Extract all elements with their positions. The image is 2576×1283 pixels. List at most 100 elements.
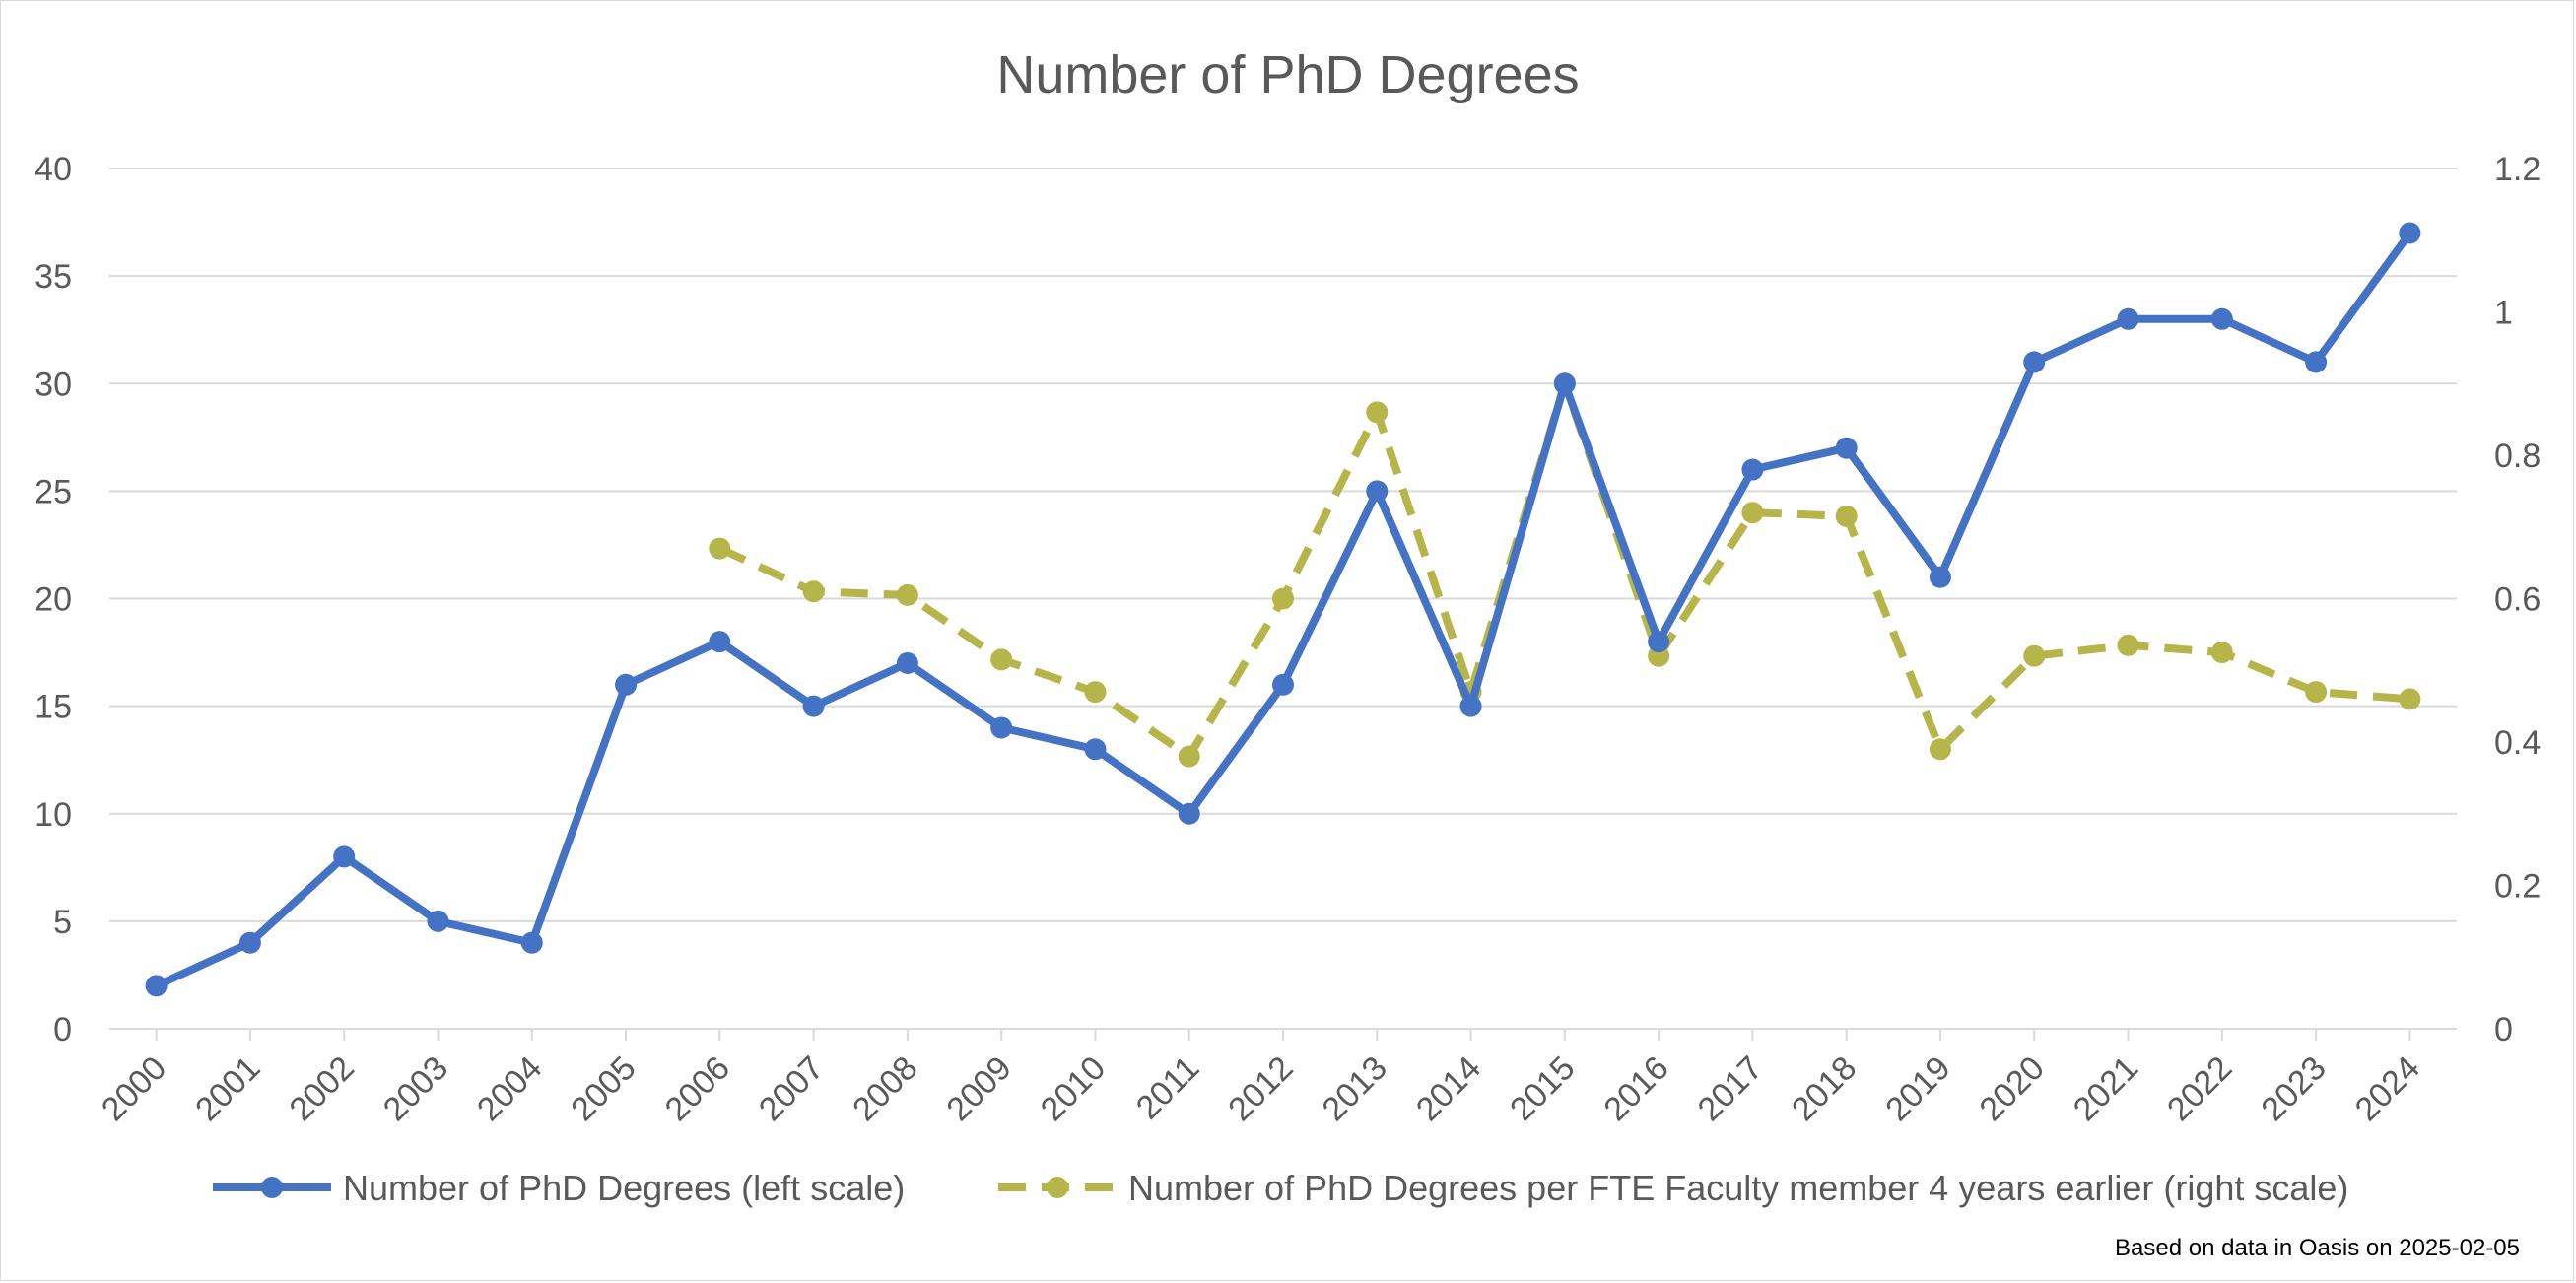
right-tick-label: 0.8 — [2494, 438, 2541, 475]
right-tick-label: 1.2 — [2494, 151, 2541, 188]
series-line — [717, 379, 2410, 761]
legend-label: Number of PhD Degrees (left scale) — [343, 1168, 905, 1208]
x-tick-label: 2010 — [1034, 1049, 1113, 1128]
left-tick-label: 0 — [53, 1011, 72, 1048]
left-tick-label: 30 — [34, 366, 72, 403]
data-point — [709, 537, 731, 560]
right-tick-label: 0.4 — [2494, 724, 2541, 762]
x-tick-label: 2016 — [1596, 1049, 1675, 1128]
left-axis-ticks: 0 5 10 15 20 25 30 35 40 — [34, 151, 72, 1048]
data-point — [2023, 351, 2046, 373]
x-tick-label: 2011 — [1129, 1049, 1207, 1127]
data-point — [1366, 401, 1389, 424]
data-point — [990, 716, 1013, 739]
chart-title: Number of PhD Degrees — [996, 45, 1579, 104]
data-point — [2305, 351, 2328, 373]
left-tick-label: 5 — [53, 904, 72, 941]
data-point — [896, 583, 918, 606]
data-point — [238, 931, 261, 954]
data-point — [145, 975, 168, 997]
series-2 — [709, 372, 2421, 768]
data-point — [1366, 480, 1389, 503]
data-point — [1084, 681, 1107, 704]
right-axis-ticks: 0 0.2 0.4 0.6 0.8 1 1.2 — [2494, 151, 2541, 1048]
data-point — [1084, 738, 1107, 761]
data-point — [615, 673, 638, 696]
x-tick-label: 2024 — [2348, 1049, 2427, 1128]
x-tick-label: 2003 — [376, 1049, 455, 1128]
left-tick-label: 40 — [34, 151, 72, 188]
x-tick-label: 2017 — [1691, 1049, 1770, 1128]
legend-swatch-marker — [261, 1177, 283, 1198]
data-point — [2023, 644, 2046, 667]
data-point — [1459, 695, 1482, 717]
data-point — [520, 931, 543, 954]
data-point — [2117, 634, 2139, 656]
x-tick-label: 2000 — [95, 1049, 173, 1128]
legend: Number of PhD Degrees (left scale) Number… — [213, 1168, 2348, 1208]
x-tick-label: 2004 — [470, 1049, 549, 1128]
left-tick-label: 35 — [34, 258, 72, 296]
data-point — [802, 580, 825, 603]
left-tick-label: 15 — [34, 689, 72, 726]
legend-item-2: Number of PhD Degrees per FTE Faculty me… — [998, 1168, 2348, 1208]
legend-swatch-marker — [1047, 1177, 1068, 1198]
data-point — [2117, 307, 2139, 330]
data-point — [2399, 688, 2421, 710]
data-point — [427, 910, 449, 932]
x-tick-label: 2022 — [2160, 1049, 2239, 1128]
right-tick-label: 0.2 — [2494, 868, 2541, 906]
x-tick-label: 2019 — [1878, 1049, 1957, 1128]
legend-item-1: Number of PhD Degrees (left scale) — [213, 1168, 905, 1208]
data-point — [1272, 587, 1294, 610]
data-point — [1272, 673, 1294, 696]
x-tick-label: 2018 — [1785, 1049, 1864, 1128]
data-point — [1741, 502, 1764, 524]
x-tick-label: 2009 — [939, 1049, 1018, 1128]
right-tick-label: 1 — [2494, 295, 2513, 332]
right-tick-label: 0.6 — [2494, 581, 2541, 619]
data-point — [1648, 631, 1670, 653]
legend-label: Number of PhD Degrees per FTE Faculty me… — [1128, 1168, 2348, 1208]
left-tick-label: 20 — [34, 581, 72, 619]
data-point — [2210, 307, 2233, 330]
x-tick-label: 2001 — [188, 1049, 267, 1128]
data-point — [709, 631, 731, 653]
data-point — [802, 695, 825, 717]
data-point — [1178, 802, 1200, 825]
data-point — [2305, 681, 2328, 704]
x-tick-label: 2005 — [564, 1049, 643, 1128]
x-tick-label: 2012 — [1221, 1049, 1300, 1128]
x-tick-label: 2020 — [1973, 1049, 2052, 1128]
x-tick-label: 2021 — [2067, 1049, 2145, 1128]
left-tick-label: 10 — [34, 796, 72, 834]
data-point — [2399, 222, 2421, 244]
data-point — [2210, 642, 2233, 664]
x-tick-label: 2015 — [1503, 1049, 1582, 1128]
data-point — [1741, 458, 1764, 481]
x-tick-label: 2013 — [1316, 1049, 1394, 1128]
data-point — [1835, 505, 1858, 527]
x-axis-ticks: 2000 2001 2002 2003 2004 2005 2006 2007 2008 2009… — [95, 1029, 2427, 1128]
data-point — [990, 648, 1013, 671]
x-tick-label: 2023 — [2254, 1049, 2333, 1128]
series-layer — [145, 222, 2421, 997]
x-tick-label: 2008 — [846, 1049, 924, 1128]
data-point — [1553, 372, 1576, 395]
x-tick-label: 2007 — [752, 1049, 831, 1128]
left-tick-label: 25 — [34, 473, 72, 510]
data-point — [1929, 566, 1951, 588]
series-1 — [145, 222, 2421, 997]
data-point — [1835, 437, 1858, 459]
x-tick-label: 2014 — [1409, 1049, 1488, 1128]
x-tick-label: 2006 — [658, 1049, 737, 1128]
data-point — [896, 651, 918, 674]
data-point — [1178, 745, 1200, 768]
data-point — [1929, 738, 1951, 761]
data-point — [333, 845, 356, 868]
x-tick-label: 2002 — [283, 1049, 362, 1128]
right-tick-label: 0 — [2494, 1011, 2513, 1048]
data-source-note: Based on data in Oasis on 2025-02-05 — [2115, 1235, 2520, 1261]
